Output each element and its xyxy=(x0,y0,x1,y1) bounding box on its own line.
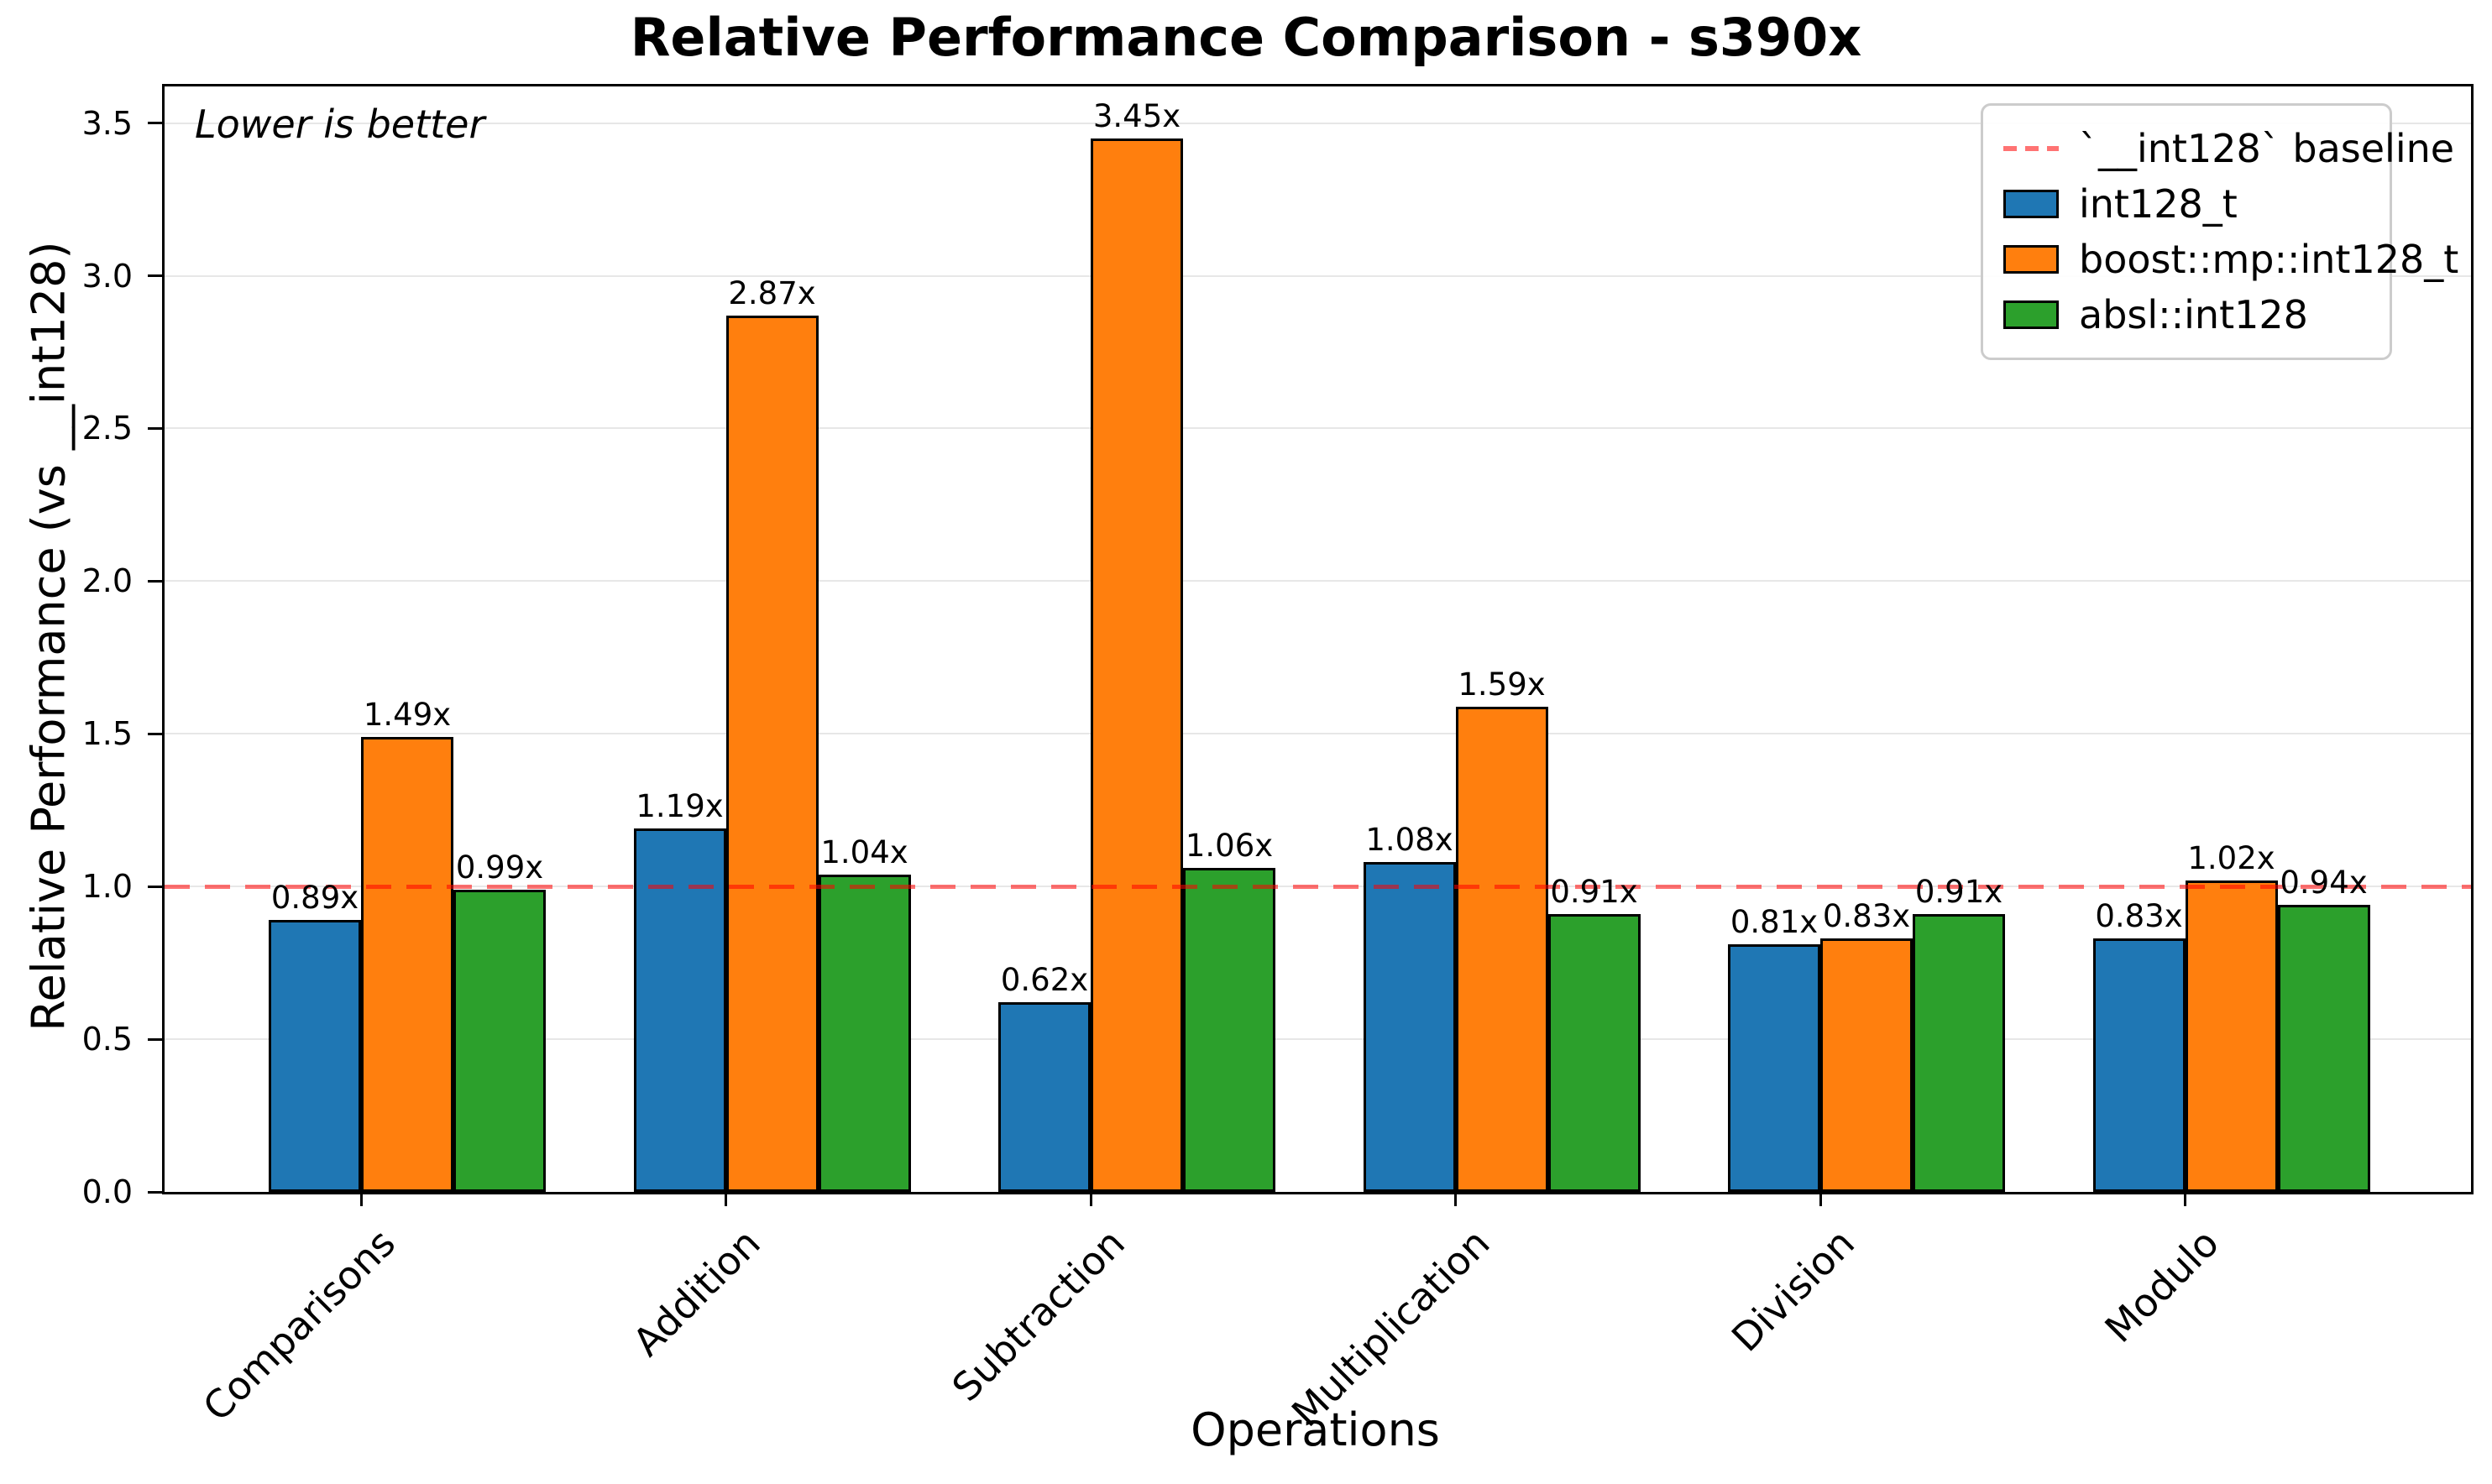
y-axis-label: Relative Performance (vs __int128) xyxy=(22,241,76,1032)
gridline xyxy=(165,580,2471,583)
x-tick-label-multiplication: Multiplication xyxy=(1282,1220,1499,1436)
value-label: 0.91x xyxy=(1914,873,2003,910)
x-tick-mark xyxy=(1089,1192,1092,1206)
bar-absl-int128-division xyxy=(1913,913,2005,1192)
bar-boost-mp-int128-t-division xyxy=(1820,938,1913,1192)
x-axis-label: Operations xyxy=(1191,1403,1440,1456)
legend-item-baseline: `__int128` baseline xyxy=(2003,121,2454,176)
value-label: 3.45x xyxy=(1092,97,1181,134)
gridline xyxy=(165,1038,2471,1041)
value-label: 1.08x xyxy=(1365,822,1453,859)
value-label: 1.59x xyxy=(1458,666,1546,703)
y-tick-label: 0.5 xyxy=(81,1021,133,1058)
y-tick-mark xyxy=(148,732,162,735)
value-label: 0.99x xyxy=(455,849,544,886)
bar-absl-int128-addition xyxy=(818,874,911,1192)
gridline xyxy=(165,427,2471,430)
legend-label: absl::int128 xyxy=(2079,292,2308,337)
x-tick-mark xyxy=(2184,1192,2186,1206)
y-tick-mark xyxy=(148,885,162,888)
legend-item-absl-int128: absl::int128 xyxy=(2003,287,2369,342)
legend-item-int128-t: int128_t xyxy=(2003,176,2369,232)
bar-boost-mp-int128-t-modulo xyxy=(2185,880,2278,1192)
bar-boost-mp-int128-t-comparisons xyxy=(361,736,453,1192)
x-tick-label-division: Division xyxy=(1722,1220,1863,1361)
y-tick-mark xyxy=(148,1190,162,1194)
bar-int128-t-multiplication xyxy=(1363,862,1456,1192)
value-label: 1.04x xyxy=(820,833,908,870)
x-tick-label-subtraction: Subtraction xyxy=(943,1220,1133,1410)
legend-item-boost-mp-int128-t: boost::mp::int128_t xyxy=(2003,232,2458,287)
x-tick-mark xyxy=(1454,1192,1457,1206)
x-tick-label-comparisons: Comparisons xyxy=(193,1220,404,1430)
bar-boost-mp-int128-t-addition xyxy=(725,315,819,1192)
legend-label: `__int128` baseline xyxy=(2079,126,2455,171)
annotation-lower-is-better: Lower is better xyxy=(195,102,485,147)
value-label: 0.94x xyxy=(2280,865,2368,901)
bar-int128-t-modulo xyxy=(2092,938,2186,1192)
value-label: 1.06x xyxy=(1185,828,1274,865)
bar-boost-mp-int128-t-subtraction xyxy=(1091,138,1183,1192)
y-tick-label: 0.0 xyxy=(81,1173,133,1210)
legend-swatch-icon xyxy=(2003,190,2059,218)
bar-absl-int128-modulo xyxy=(2277,905,2370,1192)
legend-label: int128_t xyxy=(2079,181,2238,227)
bar-int128-t-subtraction xyxy=(998,1002,1091,1192)
legend-label: boost::mp::int128_t xyxy=(2079,237,2459,282)
value-label: 1.49x xyxy=(363,696,452,733)
value-label: 2.87x xyxy=(728,274,816,311)
y-tick-mark xyxy=(148,122,162,125)
baseline-line xyxy=(165,884,2471,889)
baseline-dash-icon xyxy=(2003,146,2059,151)
y-tick-label: 1.0 xyxy=(81,868,133,906)
x-tick-mark xyxy=(359,1192,363,1206)
y-tick-label: 3.5 xyxy=(81,104,133,142)
value-label: 0.83x xyxy=(2095,898,2183,935)
bar-int128-t-division xyxy=(1728,944,1820,1192)
gridline xyxy=(165,122,2471,124)
value-label: 0.89x xyxy=(270,880,359,917)
bar-absl-int128-multiplication xyxy=(1547,913,1641,1192)
bar-absl-int128-subtraction xyxy=(1183,868,1275,1192)
value-label: 1.02x xyxy=(2187,839,2275,876)
gridline xyxy=(165,274,2471,277)
y-tick-label: 2.5 xyxy=(81,410,133,447)
y-tick-mark xyxy=(148,426,162,430)
legend-swatch-icon xyxy=(2003,245,2059,274)
x-tick-mark xyxy=(725,1192,727,1206)
value-label: 0.62x xyxy=(1000,962,1089,999)
value-label: 0.83x xyxy=(1822,898,1911,935)
legend-swatch-icon xyxy=(2003,300,2059,329)
gridline xyxy=(165,733,2471,735)
bar-int128-t-addition xyxy=(633,828,726,1192)
x-tick-label-addition: Addition xyxy=(623,1220,769,1366)
x-tick-mark xyxy=(1819,1192,1822,1206)
bar-boost-mp-int128-t-multiplication xyxy=(1455,706,1548,1192)
y-tick-label: 3.0 xyxy=(81,257,133,295)
bar-int128-t-comparisons xyxy=(269,920,361,1192)
y-tick-mark xyxy=(148,1037,162,1041)
bar-absl-int128-comparisons xyxy=(453,889,546,1192)
value-label: 1.19x xyxy=(636,788,724,825)
y-tick-label: 1.5 xyxy=(81,715,133,753)
y-tick-label: 2.0 xyxy=(81,562,133,600)
value-label: 0.91x xyxy=(1550,873,1638,910)
x-tick-label-modulo: Modulo xyxy=(2096,1220,2228,1351)
chart-title: Relative Performance Comparison - s390x xyxy=(630,7,1862,68)
y-tick-mark xyxy=(148,579,162,583)
value-label: 0.81x xyxy=(1730,904,1819,941)
y-tick-mark xyxy=(148,274,162,278)
